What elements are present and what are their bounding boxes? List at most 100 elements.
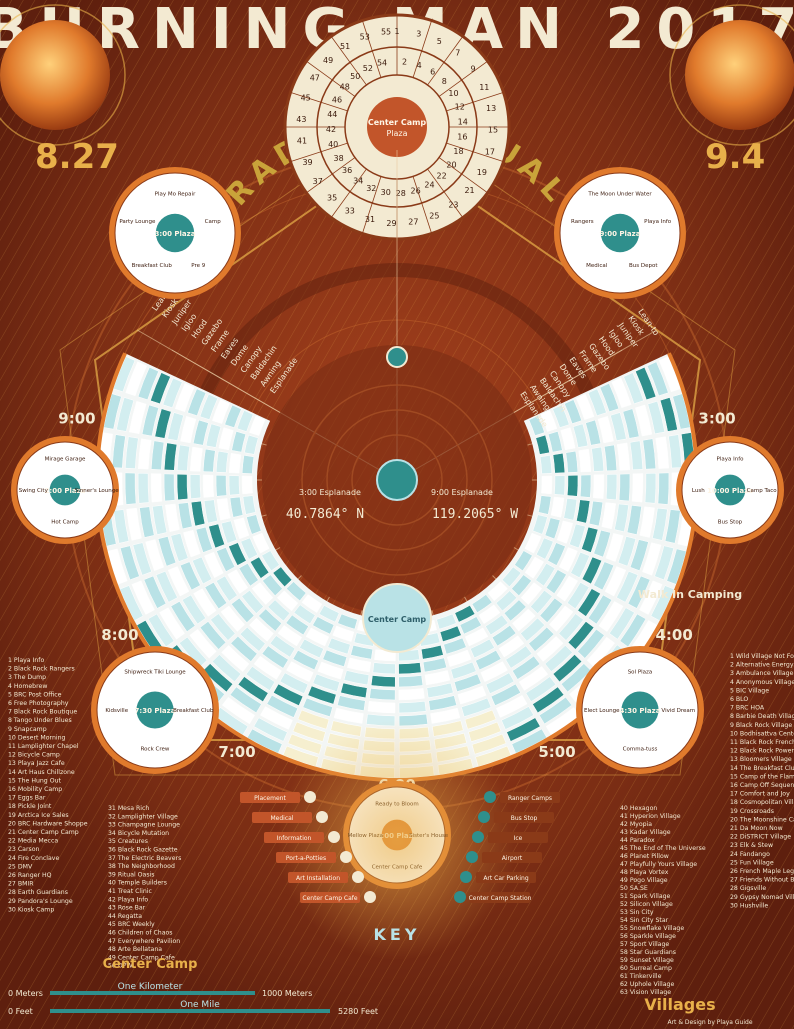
city-block: [221, 645, 250, 672]
esplanade-right: 9:00 Esplanade: [431, 488, 493, 497]
city-block: [446, 649, 472, 667]
city-block: [139, 506, 155, 538]
city-block: [556, 520, 574, 544]
list-item: 5 BIC Village: [730, 687, 769, 694]
cc-number: 41: [297, 137, 307, 146]
the-man[interactable]: [376, 459, 418, 501]
city-block: [297, 709, 330, 730]
plaza-200[interactable]: 2:00 Plaza Mirage Garage Sinner's Lounge Ho…: [11, 436, 119, 544]
cc-number: 24: [424, 180, 434, 189]
city-block: [563, 498, 578, 521]
city-block: [215, 575, 238, 602]
list-item: 41 Hyperion Village: [620, 813, 681, 820]
city-block: [650, 585, 675, 622]
city-block: [597, 415, 614, 444]
cc-number: 53: [360, 33, 370, 42]
city-block: [545, 707, 581, 736]
plaza-430[interactable]: 4:30 Plaza Sol Plaza Vivid Dream Comma-tuss…: [576, 646, 704, 774]
city-block: [556, 575, 579, 602]
plaza-1000[interactable]: 10:00 Plaza Playa Info Camp Taco Bus Stop Lu…: [676, 436, 784, 544]
cc-spoke: [446, 92, 504, 112]
city-block: [230, 635, 258, 662]
list-item: 40 Hexagon: [620, 805, 657, 812]
list-item: 46 Children of Chaos: [108, 930, 173, 937]
city-block: [512, 655, 541, 680]
cc-spoke: [438, 60, 488, 97]
list-item: 27 Friends Without Borders: [730, 877, 794, 884]
city-block: [258, 608, 282, 632]
temple-marker[interactable]: [386, 346, 408, 368]
cc-number: 23: [448, 201, 458, 210]
plaza-730[interactable]: 7:30 Plaza Shipwreck Tiki Lounge Breakfast…: [91, 646, 219, 774]
cc-number: 20: [446, 160, 456, 169]
cc-number: 37: [313, 177, 323, 186]
list-item: 38 The Neighborhood: [108, 863, 175, 870]
city-block: [204, 582, 228, 610]
city-block: [215, 475, 227, 497]
key-icon: [460, 871, 472, 883]
city-block: [370, 675, 396, 688]
city-block: [598, 601, 624, 632]
city-block: [340, 682, 368, 699]
cc-number: 54: [377, 59, 387, 68]
city-block: [317, 661, 344, 680]
list-item: 4 Anonymous Village: [730, 679, 794, 686]
city-block: [588, 500, 604, 527]
city-block: [532, 686, 565, 714]
city-block: [216, 547, 236, 572]
key-chip: [300, 892, 360, 903]
key-item-left: Medical: [271, 815, 294, 822]
city-block: [514, 550, 533, 572]
plaza-center: [600, 213, 640, 253]
key-chip: [264, 832, 324, 843]
city-block: [137, 472, 150, 504]
plaza-300[interactable]: 3:00 Plaza Play Mo Repair Camp Pre 9 Breakfa…: [109, 167, 241, 299]
sun-right-ring: [669, 4, 794, 146]
list-item: 58 Star Guardians: [620, 949, 676, 956]
cc-number: 43: [296, 115, 306, 124]
cc-number: 15: [488, 126, 498, 135]
city-block: [578, 448, 592, 473]
plaza-entry: Breakfast Club: [173, 708, 214, 714]
city-block: [487, 581, 508, 602]
city-block: [147, 613, 175, 648]
plaza-entry: Pre 9: [191, 263, 205, 269]
list-item: 11 Black Rock French Quarter: [730, 739, 794, 746]
city-block: [548, 605, 574, 632]
plaza-center: [155, 213, 195, 253]
city-block: [132, 542, 152, 576]
sun-left-ring: [0, 4, 126, 146]
city-block: [524, 556, 545, 579]
list-item: 14 The Breakfast Club: [730, 765, 794, 772]
key-chip: [252, 812, 312, 823]
key-icon: [484, 791, 496, 803]
city-block: [618, 473, 631, 502]
plaza-900[interactable]: 9:00 Plaza The Moon Under Water Playa Info…: [554, 167, 686, 299]
cc-number: 36: [342, 166, 352, 175]
list-item: 7 BRC HOA: [730, 705, 765, 712]
city-block: [528, 626, 555, 652]
key-icon: [340, 851, 352, 863]
city-block: [569, 523, 586, 549]
city-block: [145, 539, 165, 572]
city-block: [605, 533, 624, 562]
city-block: [189, 446, 203, 472]
city-block: [547, 431, 563, 453]
city-block: [593, 529, 611, 558]
city-block: [199, 621, 227, 650]
list-item: 21 Da Moon Now: [730, 825, 783, 832]
center-camp-disc-label: Center Camp: [368, 118, 427, 127]
city-block: [167, 412, 184, 441]
date-end: 9.4: [705, 137, 765, 177]
city-block: [579, 474, 592, 498]
city-block: [152, 505, 168, 535]
list-item: 61 Tinkerville: [620, 973, 662, 980]
scale-left-feet: 0 Feet: [8, 1007, 33, 1016]
city-block: [575, 393, 595, 420]
list-item: 50 SA.SE: [620, 885, 648, 892]
list-item: 16 Camp Off Sequence: [730, 782, 794, 789]
cc-number: 9: [470, 64, 475, 73]
city-block: [421, 644, 444, 660]
city-block: [619, 613, 647, 648]
